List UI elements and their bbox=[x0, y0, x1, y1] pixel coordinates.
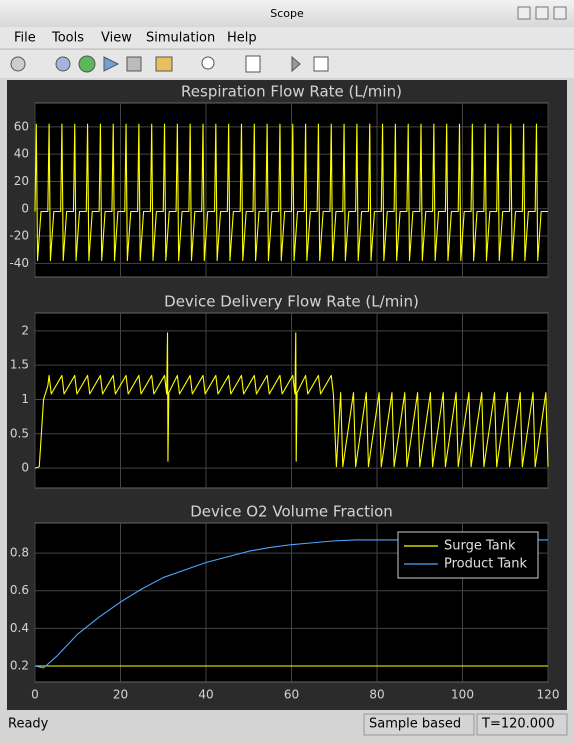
y-tick-label: -40 bbox=[9, 256, 29, 270]
x-tick-label: 20 bbox=[113, 688, 128, 702]
status-mode: Sample based bbox=[369, 717, 461, 732]
y-tick-label: 0.5 bbox=[10, 426, 29, 440]
x-tick-label: 60 bbox=[284, 688, 299, 702]
scale-icon[interactable] bbox=[245, 55, 261, 73]
menu-item[interactable]: Simulation bbox=[146, 31, 215, 46]
y-tick-label: 0.8 bbox=[10, 546, 29, 560]
window-title: Scope bbox=[270, 7, 304, 20]
y-tick-label: 0.4 bbox=[10, 621, 29, 635]
window-buttons[interactable] bbox=[517, 6, 567, 20]
status-bar bbox=[0, 712, 574, 743]
y-tick-label: 0 bbox=[21, 201, 29, 215]
menu-item[interactable]: Help bbox=[227, 31, 257, 46]
chart-title: Respiration Flow Rate (L/min) bbox=[181, 83, 402, 101]
zoom-icon[interactable] bbox=[201, 56, 215, 70]
title-bar bbox=[0, 0, 574, 27]
chart-title: Device Delivery Flow Rate (L/min) bbox=[164, 293, 419, 311]
highlight-icon[interactable] bbox=[155, 56, 173, 72]
settings-icon[interactable] bbox=[10, 56, 26, 72]
menu-item[interactable]: Tools bbox=[51, 31, 84, 46]
menu-item[interactable]: View bbox=[101, 31, 132, 46]
status-box bbox=[476, 713, 568, 736]
close-button[interactable] bbox=[553, 6, 567, 20]
y-tick-label: 1 bbox=[21, 392, 29, 406]
style-icon[interactable] bbox=[313, 56, 329, 72]
step-forward-icon[interactable] bbox=[103, 56, 120, 72]
y-tick-label: 0.2 bbox=[10, 659, 29, 673]
series-line bbox=[34, 539, 548, 669]
step-back-icon[interactable] bbox=[55, 56, 71, 72]
run-icon[interactable] bbox=[78, 55, 96, 73]
legend-label: Surge Tank bbox=[444, 539, 516, 554]
y-tick-label: 20 bbox=[14, 174, 29, 188]
x-tick-label: 120 bbox=[537, 688, 560, 702]
cursor-icon[interactable] bbox=[291, 55, 301, 73]
x-tick-label: 0 bbox=[31, 688, 39, 702]
legend-box bbox=[397, 531, 539, 579]
status-time: T=120.000 bbox=[481, 717, 555, 732]
legend-label: Product Tank bbox=[444, 557, 527, 572]
toolbar bbox=[0, 50, 574, 78]
maximize-button[interactable] bbox=[535, 6, 549, 20]
x-tick-label: 40 bbox=[198, 688, 213, 702]
chart-title: Device O2 Volume Fraction bbox=[190, 503, 393, 521]
y-tick-label: 2 bbox=[21, 323, 29, 337]
toolbar-icons[interactable] bbox=[10, 55, 329, 73]
y-tick-label: 0.6 bbox=[10, 583, 29, 597]
y-tick-label: -20 bbox=[9, 229, 29, 243]
minimize-button[interactable] bbox=[517, 6, 531, 20]
x-tick-label: 80 bbox=[369, 688, 384, 702]
y-tick-label: 60 bbox=[14, 119, 29, 133]
stop-icon[interactable] bbox=[126, 56, 142, 72]
series-line bbox=[34, 123, 548, 262]
status-message: Ready bbox=[8, 717, 49, 732]
menu-item[interactable]: File bbox=[14, 31, 36, 46]
y-tick-label: 0 bbox=[21, 461, 29, 475]
x-tick-label: 100 bbox=[451, 688, 474, 702]
y-tick-label: 1.5 bbox=[10, 358, 29, 372]
menu-bar bbox=[0, 27, 574, 49]
series-line bbox=[34, 332, 549, 469]
status-box bbox=[363, 713, 475, 736]
y-tick-label: 40 bbox=[14, 147, 29, 161]
